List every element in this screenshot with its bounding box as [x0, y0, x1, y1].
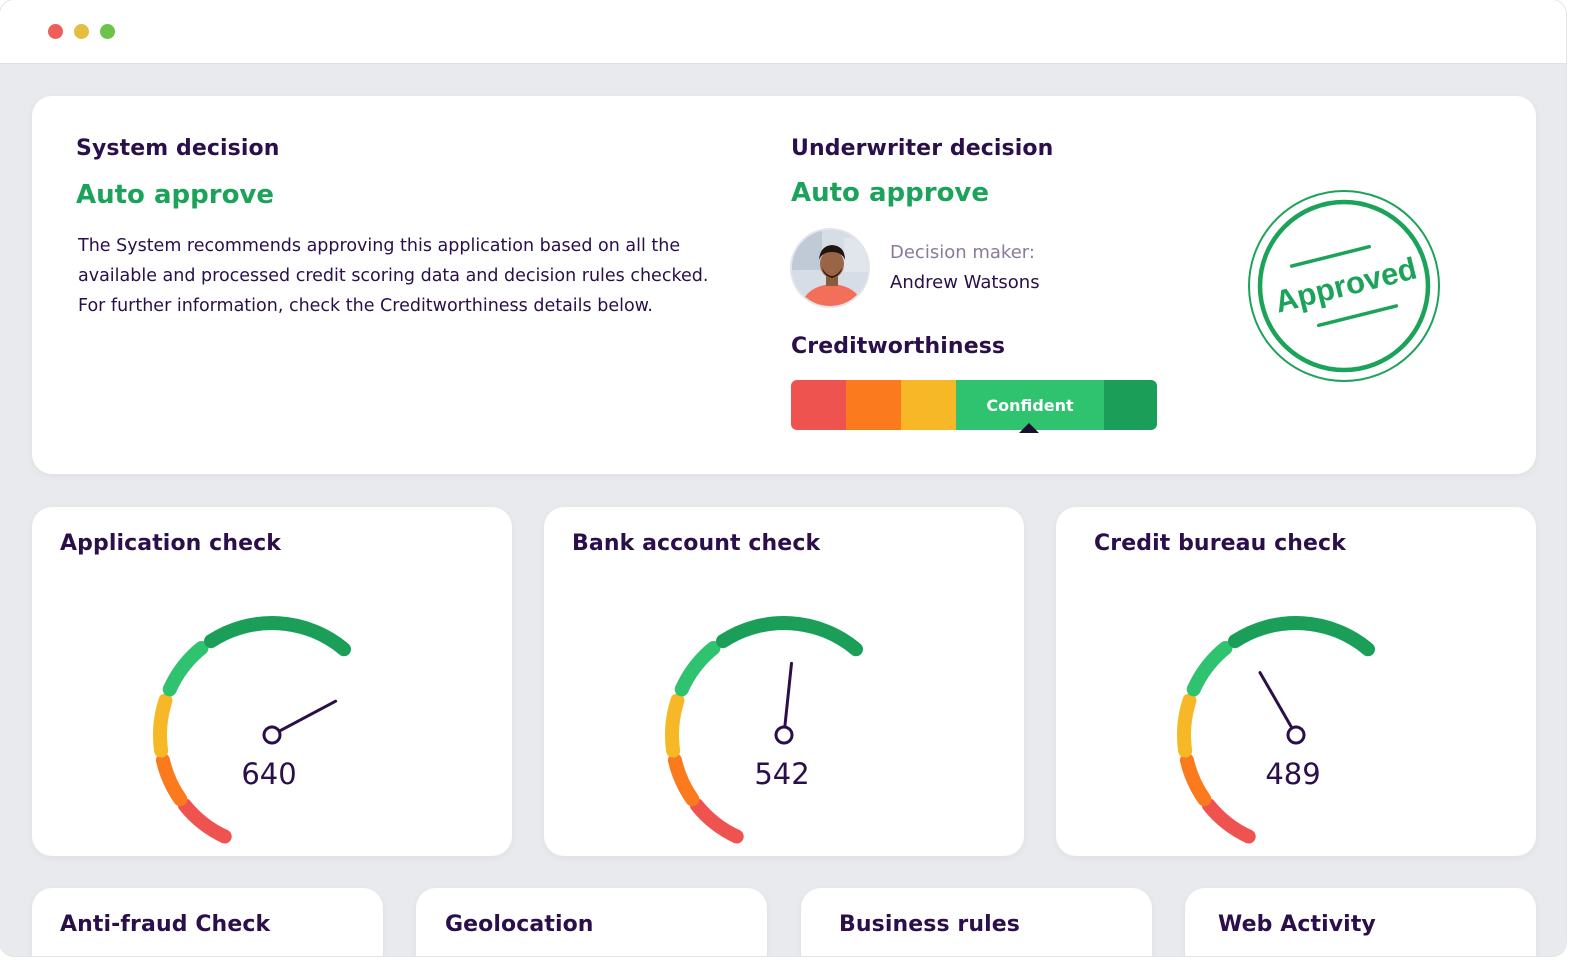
- minimize-window-button[interactable]: [74, 24, 89, 39]
- gauge-needle: [1258, 671, 1293, 729]
- gauge-segment: [716, 616, 863, 657]
- business-rules-title: Business rules: [839, 912, 1020, 937]
- geolocation-card[interactable]: Geolocation: [416, 888, 767, 956]
- gauge-segment: [667, 753, 700, 807]
- gauge-segment: [204, 616, 351, 657]
- decision-maker-name: Andrew Watsons: [890, 272, 1040, 293]
- decision-card: System decision Auto approve The System …: [32, 96, 1536, 474]
- application-check-title: Application check: [60, 531, 281, 556]
- description-line: The System recommends approving this app…: [78, 236, 681, 256]
- gauge-needle-hub: [1286, 725, 1306, 745]
- gauge-needle-hub: [262, 725, 282, 745]
- credit-bureau-check-score: 489: [1265, 757, 1321, 791]
- user-photo-icon: [792, 230, 868, 306]
- application-check-score: 640: [241, 757, 297, 791]
- decision-maker-label: Decision maker:: [890, 242, 1035, 263]
- underwriter-decision-value: Auto approve: [791, 178, 990, 208]
- creditworthiness-segment-low: [846, 380, 901, 430]
- title-bar: [0, 0, 1566, 64]
- system-decision-title: System decision: [76, 136, 280, 161]
- underwriter-decision-title: Underwriter decision: [791, 136, 1054, 161]
- creditworthiness-segment-very-high: [1104, 380, 1157, 430]
- decision-maker-avatar: [790, 228, 870, 308]
- geolocation-title: Geolocation: [445, 912, 594, 937]
- gauge-segment: [1186, 641, 1233, 697]
- gauge-segment: [1179, 753, 1212, 807]
- web-activity-card[interactable]: Web Activity: [1185, 888, 1536, 956]
- maximize-window-button[interactable]: [100, 24, 115, 39]
- gauge-needle: [278, 699, 338, 733]
- application-check-gauge: [153, 616, 351, 844]
- gauge-needle: [783, 661, 793, 728]
- credit-bureau-check-title: Credit bureau check: [1094, 531, 1346, 556]
- bank-account-check-card[interactable]: Bank account check 542: [544, 507, 1024, 856]
- anti-fraud-check-title: Anti-fraud Check: [60, 912, 271, 937]
- creditworthiness-segment-confident: Confident: [956, 380, 1104, 430]
- credit-bureau-check-gauge: [1177, 616, 1375, 844]
- business-rules-card[interactable]: Business rules: [801, 888, 1152, 956]
- gauge-segment: [155, 753, 188, 807]
- application-check-card[interactable]: Application check 640: [32, 507, 512, 856]
- description-line: For further information, check the Credi…: [78, 296, 653, 316]
- creditworthiness-pointer-icon: [1019, 423, 1039, 433]
- close-window-button[interactable]: [48, 24, 63, 39]
- bank-account-check-gauge: [665, 616, 863, 844]
- system-decision-description: The System recommends approving this app…: [78, 231, 758, 321]
- gauge-segment: [162, 641, 209, 697]
- creditworthiness-title: Creditworthiness: [791, 334, 1006, 359]
- approved-stamp: Approved: [1248, 190, 1440, 382]
- web-activity-title: Web Activity: [1218, 912, 1376, 937]
- gauge-segment: [178, 798, 232, 844]
- gauge-segment: [674, 641, 721, 697]
- gauge-segment: [690, 798, 744, 844]
- creditworthiness-segment-very-low: [791, 380, 846, 430]
- bank-account-check-score: 542: [754, 757, 810, 791]
- description-line: available and processed credit scoring d…: [78, 266, 709, 286]
- bank-account-check-title: Bank account check: [572, 531, 821, 556]
- creditworthiness-segment-medium: [901, 380, 956, 430]
- gauge-segment: [153, 693, 173, 758]
- gauge-segment: [665, 693, 685, 758]
- gauge-segment: [1228, 616, 1375, 657]
- anti-fraud-check-card[interactable]: Anti-fraud Check: [32, 888, 383, 956]
- creditworthiness-bar: Confident: [791, 380, 1157, 430]
- gauge-segment: [1202, 798, 1256, 844]
- system-decision-value: Auto approve: [76, 180, 275, 210]
- gauge-needle-hub: [774, 725, 794, 745]
- credit-bureau-check-card[interactable]: Credit bureau check 489: [1056, 507, 1536, 856]
- stamp-text: Approved: [1271, 251, 1420, 320]
- gauge-segment: [1177, 693, 1197, 758]
